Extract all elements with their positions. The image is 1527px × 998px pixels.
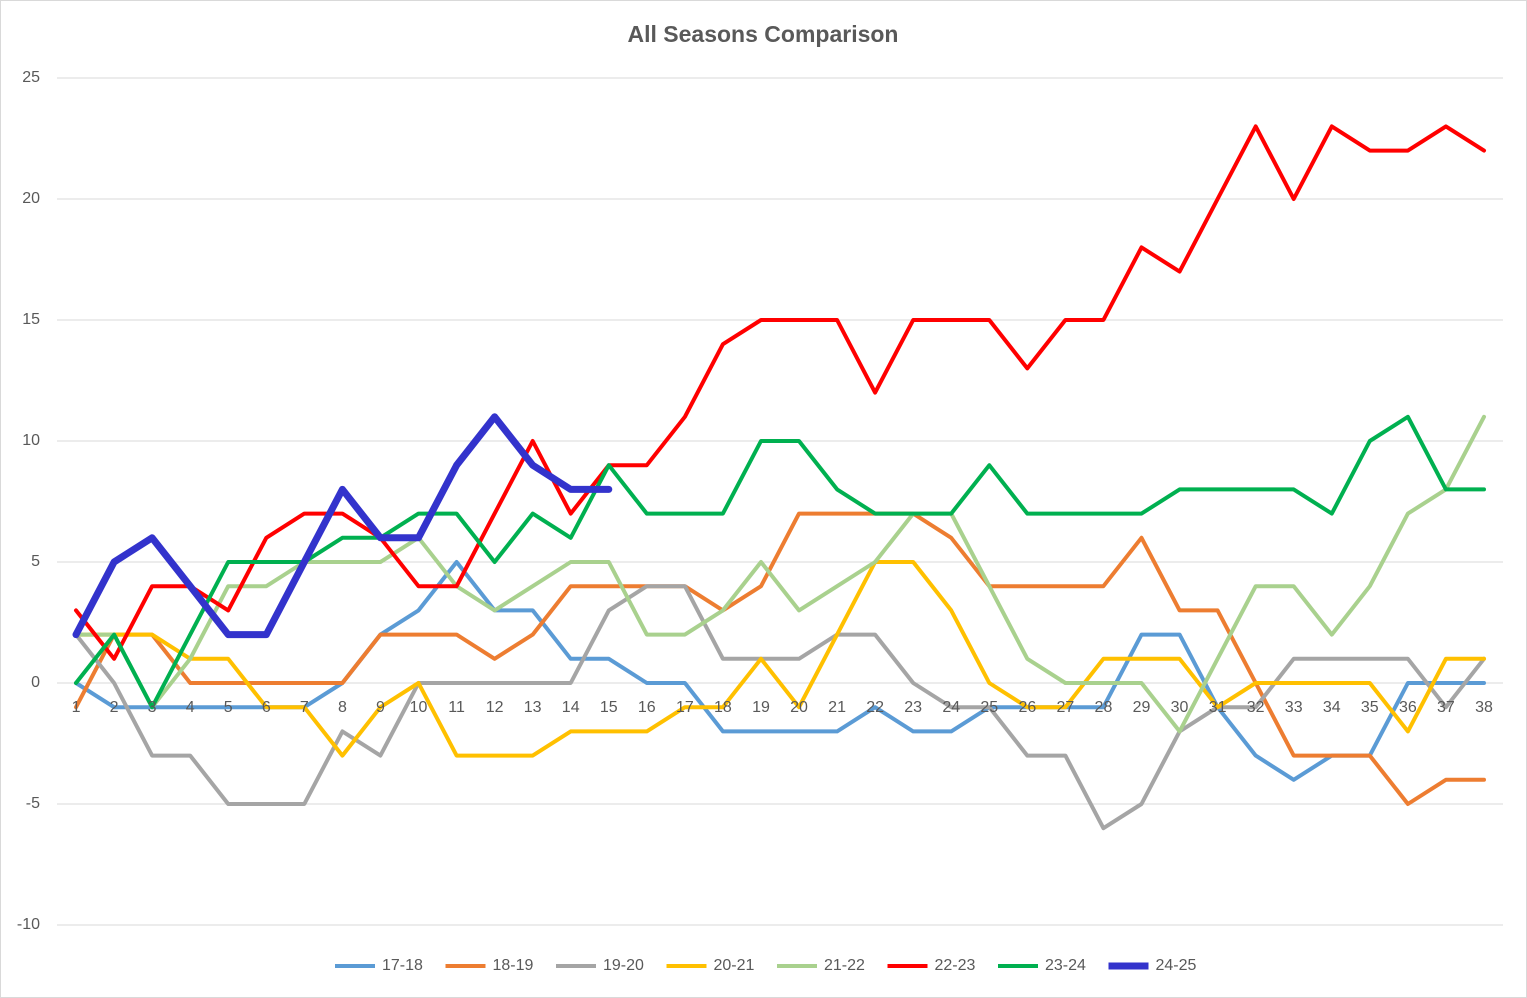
x-tick-label: 31 — [1209, 699, 1227, 716]
chart-title: All Seasons Comparison — [628, 21, 899, 47]
series-line — [74, 124, 1486, 661]
x-tick-label: 35 — [1361, 699, 1379, 716]
x-tick-label: 22 — [866, 699, 884, 716]
series-line — [74, 414, 1486, 710]
x-tick-label: 19 — [752, 699, 770, 716]
x-tick-label: 28 — [1095, 699, 1113, 716]
x-tick-label: 21 — [828, 699, 846, 716]
x-tick-label: 23 — [904, 699, 922, 716]
legend-label: 23-24 — [1045, 957, 1086, 974]
x-tick-label: 13 — [524, 699, 542, 716]
series-line — [74, 511, 1486, 806]
legend-label: 17-18 — [382, 957, 423, 974]
x-tick-label: 18 — [714, 699, 732, 716]
x-tick-label: 6 — [262, 699, 271, 716]
x-tick-label: 11 — [448, 699, 465, 716]
x-tick-label: 3 — [148, 699, 157, 716]
series-line — [74, 414, 1486, 734]
x-tick-label: 12 — [486, 699, 504, 716]
x-tick-label: 32 — [1247, 699, 1265, 716]
x-tick-label: 33 — [1285, 699, 1303, 716]
x-tick-label: 26 — [1018, 699, 1036, 716]
series-line — [74, 560, 1486, 782]
x-tick-label: 5 — [224, 699, 233, 716]
x-tick-label: 1 — [72, 699, 81, 716]
y-tick-label: -10 — [17, 916, 40, 933]
series-line — [72, 413, 613, 639]
x-tick-label: 37 — [1437, 699, 1455, 716]
x-tick-label: 27 — [1056, 699, 1074, 716]
x-tick-label: 2 — [110, 699, 119, 716]
y-tick-label: 15 — [22, 311, 40, 328]
series-line — [74, 584, 1486, 831]
x-tick-label: 9 — [376, 699, 385, 716]
x-tick-label: 29 — [1133, 699, 1151, 716]
legend-label: 20-21 — [714, 957, 755, 974]
y-tick-label: 5 — [31, 553, 40, 570]
x-tick-label: 17 — [676, 699, 694, 716]
legend-label: 19-20 — [603, 957, 644, 974]
y-tick-label: 20 — [22, 190, 40, 207]
x-tick-label: 16 — [638, 699, 656, 716]
y-tick-label: 10 — [22, 432, 40, 449]
x-tick-label: 24 — [942, 699, 960, 716]
x-tick-label: 7 — [300, 699, 309, 716]
x-tick-label: 38 — [1475, 699, 1493, 716]
x-tick-label: 25 — [980, 699, 998, 716]
legend-label: 24-25 — [1156, 957, 1197, 974]
x-tick-label: 34 — [1323, 699, 1341, 716]
x-tick-label: 15 — [600, 699, 618, 716]
y-tick-label: -5 — [26, 795, 40, 812]
x-tick-label: 10 — [410, 699, 428, 716]
x-tick-label: 4 — [186, 699, 195, 716]
y-tick-label: 25 — [22, 69, 40, 86]
legend-label: 18-19 — [493, 957, 534, 974]
x-tick-label: 30 — [1171, 699, 1189, 716]
x-tick-label: 36 — [1399, 699, 1417, 716]
x-tick-label: 14 — [562, 699, 580, 716]
legend-label: 22-23 — [935, 957, 976, 974]
series-line — [74, 560, 1486, 758]
x-tick-label: 8 — [338, 699, 347, 716]
legend-label: 21-22 — [824, 957, 865, 974]
x-tick-label: 20 — [790, 699, 808, 716]
y-tick-label: 0 — [31, 674, 40, 691]
